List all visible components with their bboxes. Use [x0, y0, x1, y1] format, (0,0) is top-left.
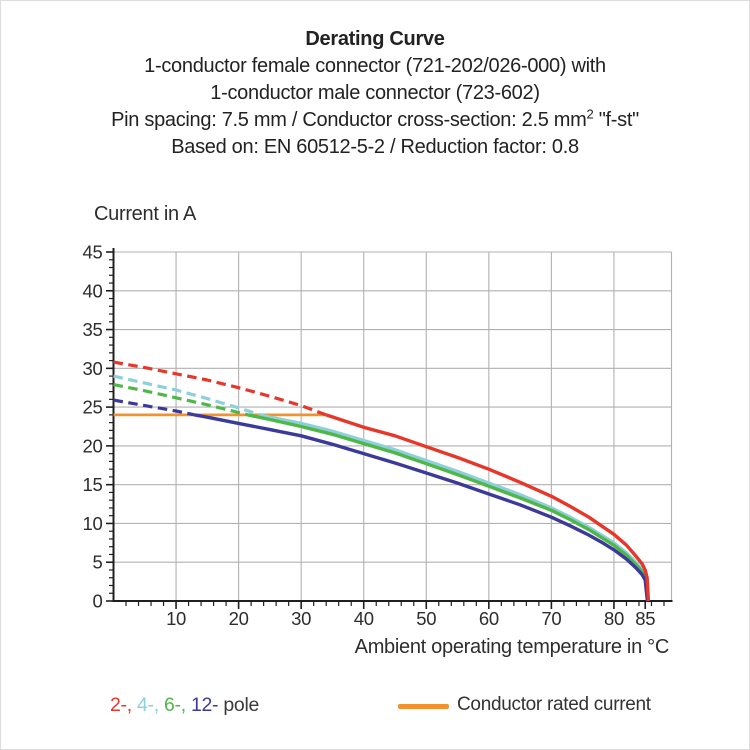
- pole-legend-item: 6-,: [163, 694, 191, 716]
- series-dashed-12-pole: [113, 398, 196, 417]
- subtitle-line-2: 1-conductor male connector (723-602): [210, 82, 540, 104]
- subtitle-line-1: 1-conductor female connector (721-202/02…: [144, 55, 606, 77]
- y-tick-label: 45: [83, 242, 103, 263]
- y-tick-label: 0: [93, 591, 103, 612]
- title-block: Derating Curve 1-conductor female connec…: [0, 26, 750, 161]
- x-tick-label: 70: [541, 608, 561, 629]
- y-tick-label: 20: [83, 435, 103, 456]
- rated-current-label: Conductor rated current: [457, 694, 651, 715]
- rated-current-swatch: [398, 704, 449, 709]
- pole-legend-suffix: pole: [218, 694, 260, 716]
- x-tick-label: 40: [354, 608, 374, 629]
- x-tick-label: 50: [416, 608, 436, 629]
- legend-row: 2-, 4-, 6-, 12- pole Conductor rated cur…: [0, 694, 750, 720]
- x-tick-label: 10: [166, 608, 186, 629]
- series-solid-2-pole: [325, 413, 651, 602]
- series-dashed-6-pole: [113, 383, 249, 417]
- y-tick-label: 10: [83, 513, 103, 534]
- basis-line: Based on: EN 60512-5-2 / Reduction facto…: [171, 136, 579, 158]
- x-tick-label: 30: [291, 608, 311, 629]
- y-tick-label: 30: [83, 358, 103, 379]
- pole-legend-item: 12-: [190, 694, 219, 716]
- chart-title: Derating Curve: [305, 28, 445, 50]
- spec-line-superscript: 2: [586, 106, 594, 122]
- y-tick-label: 40: [83, 280, 103, 301]
- series-dashed-2-pole: [113, 360, 327, 417]
- y-axis-title: Current in A: [94, 203, 197, 225]
- series-solid-4-pole: [260, 413, 650, 602]
- pole-legend-item: 2-,: [110, 694, 137, 716]
- y-tick-label: 5: [93, 552, 103, 573]
- series-solid-6-pole: [247, 413, 650, 602]
- series-dashed-4-pole: [113, 374, 261, 417]
- x-tick-label: 85: [635, 608, 655, 629]
- x-axis-title: Ambient operating temperature in °C: [354, 636, 670, 658]
- x-tick-label: 20: [229, 608, 249, 629]
- spec-line-post: "f-st": [593, 109, 639, 131]
- x-tick-label: 80: [604, 608, 624, 629]
- y-tick-label: 15: [83, 474, 103, 495]
- series-solid-12-pole: [194, 413, 650, 602]
- y-tick-label: 35: [83, 319, 103, 340]
- spec-line: Pin spacing: 7.5 mm / Conductor cross-se…: [0, 107, 750, 134]
- spec-line-pre: Pin spacing: 7.5 mm / Conductor cross-se…: [111, 109, 587, 131]
- x-tick-label: 60: [479, 608, 499, 629]
- pole-legend-item: 4-,: [136, 694, 164, 716]
- pole-legend: 2-, 4-, 6-, 12- pole: [110, 694, 259, 717]
- y-tick-label: 25: [83, 397, 103, 418]
